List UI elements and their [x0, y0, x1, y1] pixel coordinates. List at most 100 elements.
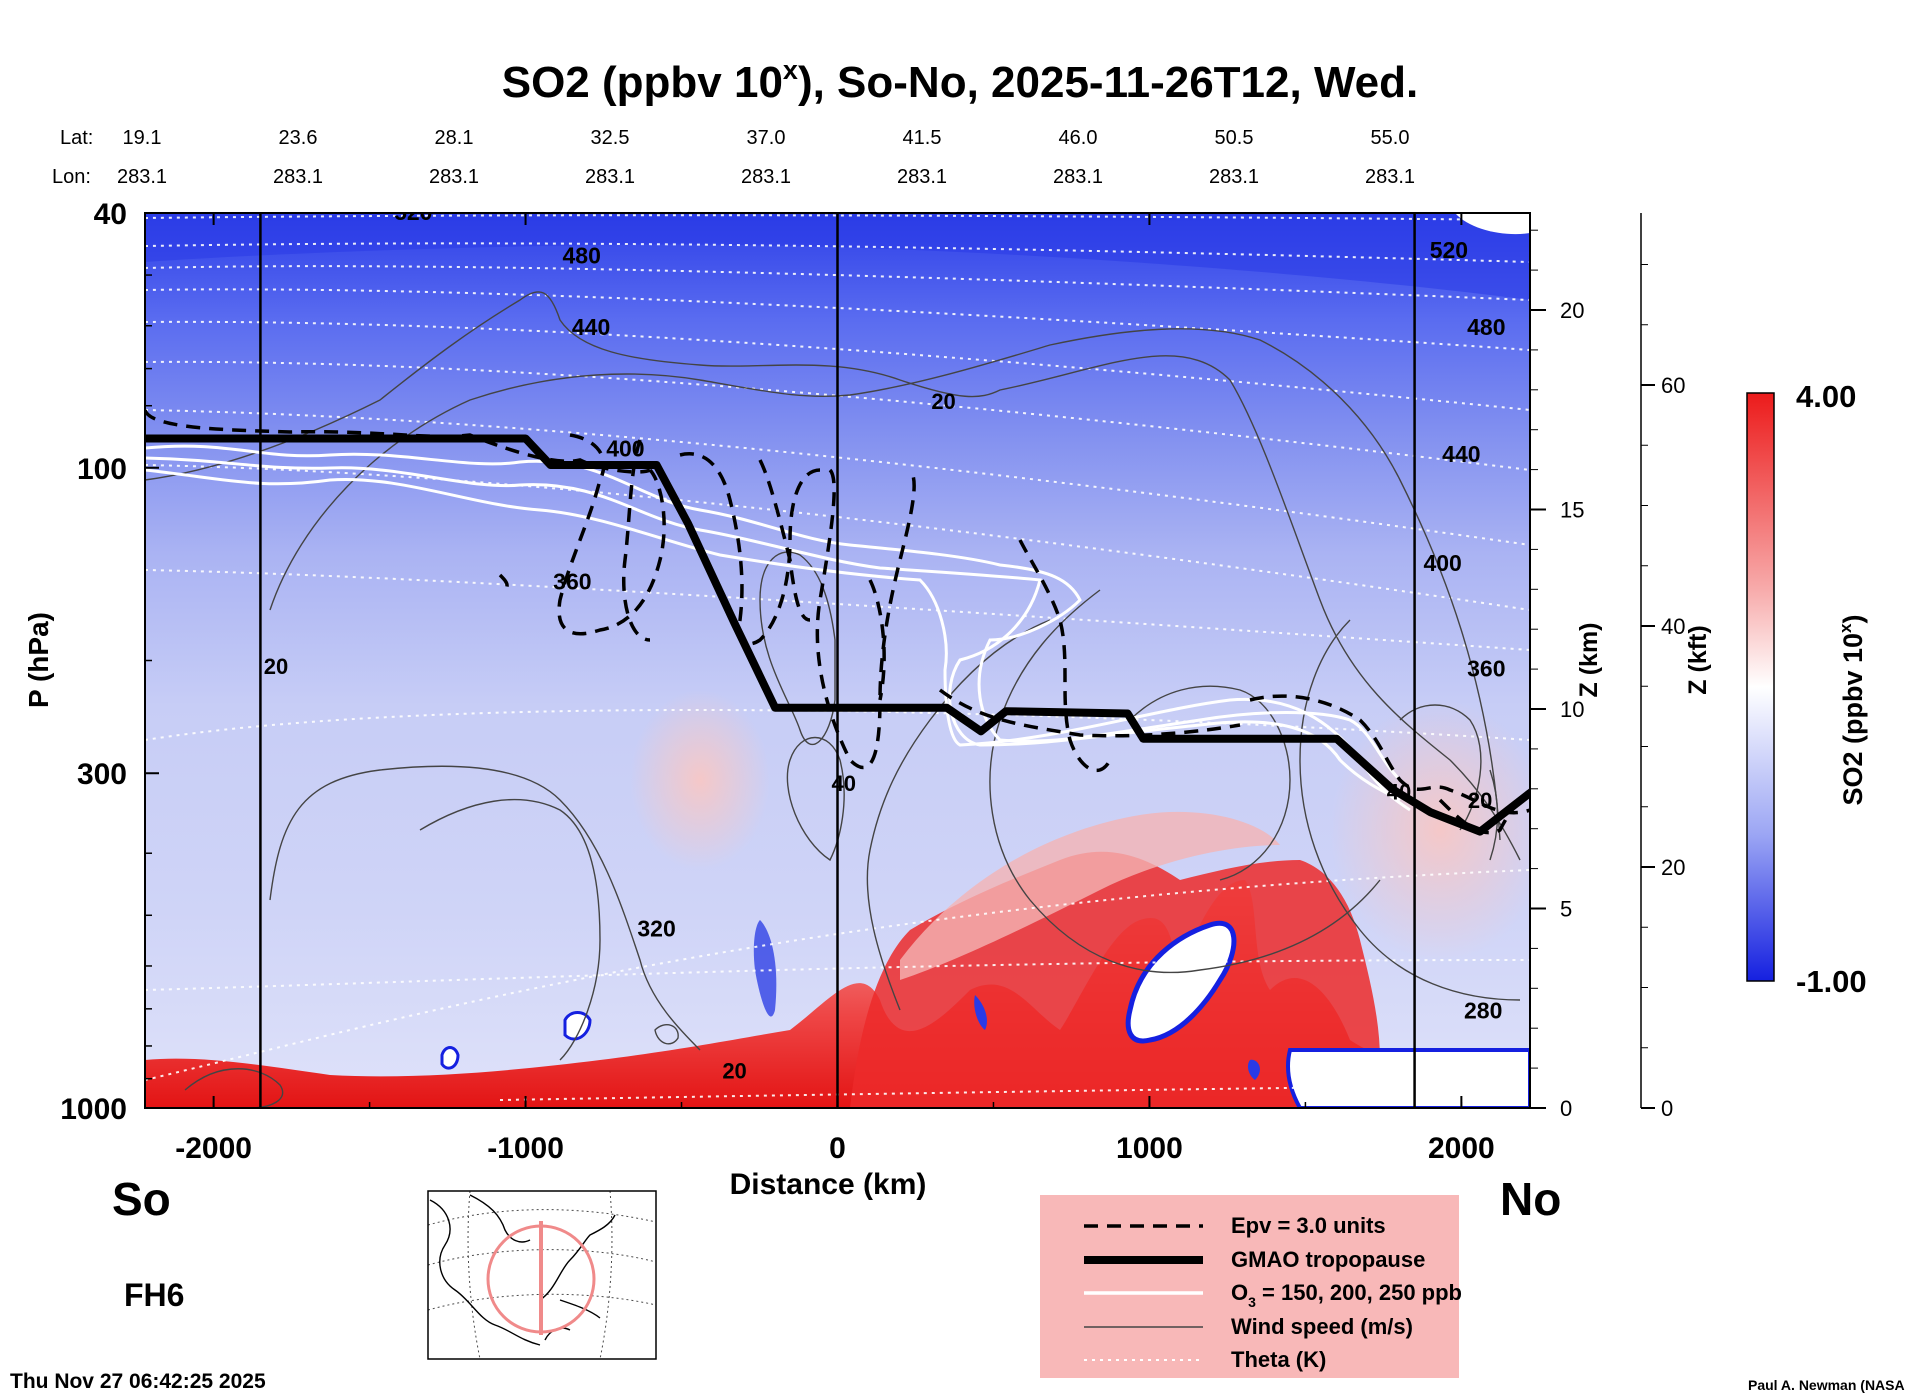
z-kft-axis: 0 20 40 60 — [1640, 213, 1685, 1121]
z-km-tick-label: 5 — [1560, 897, 1572, 922]
lat-value: 32.5 — [591, 127, 630, 149]
z-kft-tick-label: 0 — [1661, 1096, 1673, 1121]
y-tick-label: 40 — [94, 198, 127, 231]
gmao-tropopause-line — [145, 434, 1530, 836]
theta-label: 400 — [1423, 550, 1461, 576]
lon-value: 283.1 — [273, 166, 323, 188]
theta-label: 480 — [1467, 314, 1505, 340]
so2-white-pocket-1 — [1125, 920, 1237, 1044]
colorbar-min-label: -1.00 — [1796, 964, 1867, 999]
theta-label: 440 — [572, 314, 610, 340]
so2-missing-top — [1455, 213, 1530, 235]
lon-value: 283.1 — [117, 166, 167, 188]
lat-label: Lat: — [60, 127, 93, 149]
y-tick-label: 100 — [77, 453, 127, 486]
lat-value: 46.0 — [1059, 127, 1098, 149]
so2-pink-region-mid — [630, 690, 770, 870]
z-kft-axis-label: Z (kft) — [1684, 625, 1712, 694]
z-kft-tick-label: 60 — [1661, 373, 1685, 398]
vertical-reference-lines — [259, 213, 1416, 1108]
lon-value: 283.1 — [741, 166, 791, 188]
theta-label: 320 — [637, 916, 675, 942]
z-km-tick-label: 10 — [1560, 697, 1584, 722]
theta-label: 520 — [394, 199, 432, 225]
colorbar-label: SO2 (ppbv 10x) — [1836, 614, 1868, 805]
lat-value: 28.1 — [435, 127, 474, 149]
colorbar-max-label: 4.00 — [1796, 379, 1856, 414]
theta-480 — [145, 288, 1530, 351]
lon-value: 283.1 — [585, 166, 635, 188]
theta-label: 400 — [606, 435, 644, 461]
y-tick-label: 300 — [77, 758, 127, 791]
lat-value: 19.1 — [123, 127, 162, 149]
theta-520 — [145, 242, 1530, 263]
x-tick-label: 2000 — [1428, 1132, 1495, 1165]
timestamp: Thu Nov 27 06:42:25 2025 — [10, 1370, 266, 1393]
legend-label-tropopause: GMAO tropopause — [1231, 1247, 1425, 1272]
colorbar-gradient — [1746, 392, 1775, 982]
y-axis: 40 100 300 1000 — [60, 198, 159, 1126]
wind-labels: 20 20 40 20 40 20 — [264, 389, 1493, 1084]
theta-280 — [145, 959, 1530, 991]
z-km-axis: 0 5 10 15 20 — [1530, 229, 1584, 1121]
z-km-axis-label: Z (km) — [1575, 623, 1603, 698]
lat-value: 41.5 — [903, 127, 942, 149]
z-km-tick-label: 20 — [1560, 298, 1584, 323]
x-axis: -2000 -1000 0 1000 2000 — [175, 213, 1495, 1165]
lat-value: 50.5 — [1215, 127, 1254, 149]
theta-360 — [145, 569, 1530, 651]
legend-label-theta: Theta (K) — [1231, 1347, 1326, 1372]
legend-label-epv: Epv = 3.0 units — [1231, 1213, 1386, 1238]
theta-label: 440 — [1442, 441, 1480, 467]
theta-label: 360 — [1467, 656, 1505, 682]
lon-value: 283.1 — [1365, 166, 1415, 188]
locator-map — [427, 1190, 657, 1360]
lat-value: 23.6 — [279, 127, 318, 149]
south-label: So — [112, 1173, 171, 1225]
z-km-tick-label: 15 — [1560, 498, 1584, 523]
wind-label: 20 — [264, 654, 288, 679]
theta-label: 360 — [553, 569, 591, 595]
lon-label: Lon: — [52, 166, 91, 188]
theta-label: 480 — [563, 243, 601, 269]
z-kft-tick-label: 40 — [1661, 614, 1685, 639]
so2-pink-region-right — [1330, 700, 1530, 960]
wind-label: 40 — [831, 771, 855, 796]
lat-value: 55.0 — [1371, 127, 1410, 149]
theta-label: 280 — [1464, 998, 1502, 1024]
lat-lon-header: 19.1 23.6 28.1 32.5 37.0 41.5 46.0 50.5 55.0 283.… — [117, 127, 1415, 188]
lon-value: 283.1 — [429, 166, 479, 188]
credit: Paul A. Newman (NASA — [1748, 1377, 1905, 1393]
chart-title: SO2 (ppbv 10x), So-No, 2025-11-26T12, We… — [502, 55, 1419, 107]
y-axis-label: P (hPa) — [23, 612, 54, 708]
ozone-contours — [145, 444, 1411, 812]
forecast-hour-label: FH6 — [124, 1277, 184, 1313]
so2-white-pocket-2 — [1286, 1048, 1530, 1108]
so2-high-alt-blue — [145, 213, 1530, 300]
wind-label: 40 — [1387, 780, 1411, 805]
lon-value: 283.1 — [897, 166, 947, 188]
lon-value: 283.1 — [1209, 166, 1259, 188]
lat-value: 37.0 — [747, 127, 786, 149]
wind-label: 20 — [931, 389, 955, 414]
y-tick-label: 1000 — [60, 1093, 127, 1126]
theta-labels: 520 480 440 400 360 320 520 480 440 400 360 280 — [394, 199, 1505, 1024]
z-km-tick-label: 0 — [1560, 1096, 1572, 1121]
legend-label-ozone: O3 = 150, 200, 250 ppb — [1231, 1280, 1462, 1310]
wind-label: 20 — [1468, 788, 1492, 813]
x-tick-label: -2000 — [175, 1132, 252, 1165]
x-axis-label: Distance (km) — [730, 1168, 927, 1201]
so2-blue-streak-3 — [1247, 1059, 1260, 1080]
wind-label: 20 — [722, 1059, 746, 1084]
colorbar: 4.00 -1.00 SO2 (ppbv 10x) — [1746, 379, 1868, 999]
legend: Epv = 3.0 units GMAO tropopause O3 = 150… — [1040, 1195, 1462, 1378]
theta-440 — [145, 320, 1530, 411]
theta-contours — [145, 214, 1530, 1101]
x-tick-label: -1000 — [487, 1132, 564, 1165]
so2-blue-streak-2 — [974, 995, 987, 1030]
lon-value: 283.1 — [1053, 166, 1103, 188]
legend-label-wind: Wind speed (m/s) — [1231, 1314, 1413, 1339]
theta-label: 520 — [1430, 237, 1468, 263]
so2-white-pocket-4 — [440, 1046, 460, 1070]
